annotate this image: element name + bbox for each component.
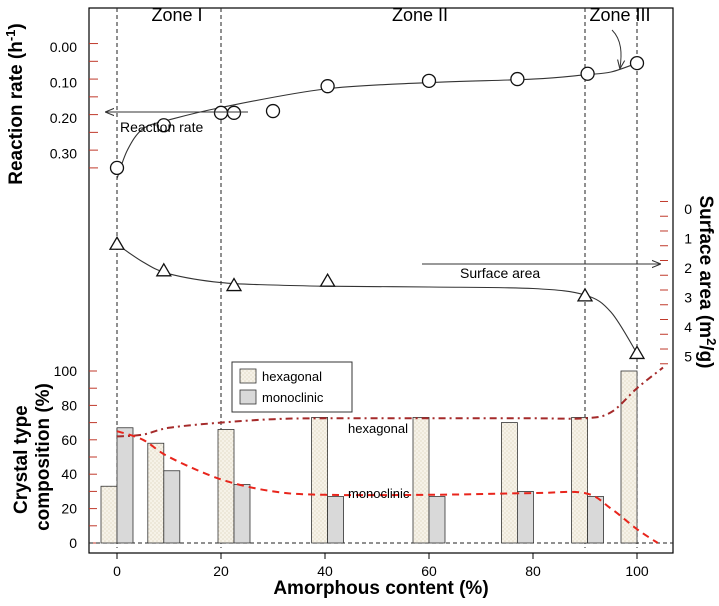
reaction-rate-point	[629, 55, 645, 71]
crystal-composition-axis: 0 20 40 60 80 100	[54, 363, 97, 551]
hexagonal-bar	[217, 429, 235, 544]
hexagonal-bar	[412, 417, 430, 544]
surface-area-point	[155, 262, 172, 277]
hexagonal-bar	[500, 422, 518, 544]
surface-area-point	[225, 277, 243, 292]
x-tick-label: 60	[421, 563, 437, 579]
hexagonal-curve-label: hexagonal	[348, 421, 408, 436]
legend-label-monoclinic: monoclinic	[262, 390, 324, 405]
hexagonal-bar	[100, 485, 118, 544]
monoclinic-bar	[517, 490, 534, 544]
zone-label: Zone I	[151, 5, 202, 25]
crystal-composition-tick-label: 0	[69, 535, 77, 551]
crystal-composition-tick-label: 60	[61, 432, 77, 448]
reaction-rate-point	[156, 118, 171, 133]
monoclinic-bar	[233, 484, 251, 544]
x-tick-label: 40	[317, 563, 333, 579]
zone-label: Zone II	[392, 5, 448, 25]
composition-bars	[100, 370, 638, 544]
surface-area-point	[576, 287, 594, 302]
reaction-rate-point	[421, 73, 437, 89]
x-tick-label: 0	[113, 563, 121, 579]
monoclinic-bar	[428, 496, 446, 544]
surface-area-point	[108, 235, 126, 250]
legend: hexagonal monoclinic	[231, 361, 353, 413]
x-tick-label: 100	[625, 563, 649, 579]
reaction-rate-tick-label: 0.30	[50, 146, 77, 162]
monoclinic-bar	[163, 470, 181, 544]
crystal-composition-tick-label: 80	[61, 397, 77, 413]
x-axis-title: Amorphous content (%)	[273, 578, 488, 599]
hexagonal-bar	[620, 370, 638, 544]
zone-label: Zone III	[589, 5, 650, 25]
reaction-rate-axis-title: Reaction rate (h-1)	[3, 23, 28, 184]
reaction-rate-axis: 0.00 0.10 0.20 0.30	[50, 39, 98, 169]
monoclinic-curve-label: monoclinic	[348, 486, 410, 501]
surface-area-axis: 0 1 2 3 4 5	[660, 201, 692, 364]
surface-area-point	[628, 345, 646, 360]
plot-frame	[88, 7, 674, 554]
x-axis: 0 20 40 60 80 100	[113, 553, 649, 579]
monoclinic-bar	[587, 496, 604, 544]
crystal-axis-title-line1: Crystal type	[11, 405, 32, 514]
monoclinic-bar	[116, 427, 134, 544]
reaction-rate-tick-label: 0.00	[50, 39, 77, 55]
crystal-composition-tick-label: 20	[61, 501, 77, 517]
surface-area-tick-label: 3	[684, 289, 692, 305]
hexagonal-bar	[147, 442, 165, 544]
reaction-rate-point	[320, 79, 335, 94]
zone-lines	[116, 8, 638, 548]
reaction-rate-point	[265, 103, 281, 119]
crystal-composition-tick-label: 100	[54, 363, 78, 379]
x-tick-label: 20	[213, 563, 229, 579]
reaction-rate-tick-label: 0.10	[50, 75, 77, 91]
x-tick-label: 80	[525, 563, 541, 579]
zone-labels: Zone I Zone II Zone III	[151, 5, 650, 25]
surface-area-curve	[116, 243, 638, 354]
hexagonal-bar	[311, 417, 329, 544]
reaction-rate-points	[109, 55, 645, 176]
reaction-rate-tick-label: 0.20	[50, 110, 77, 126]
legend-label-hexagonal: hexagonal	[262, 369, 322, 384]
reaction-rate-point	[226, 105, 242, 120]
reaction-rate-point	[109, 160, 125, 176]
hexagonal-bar	[571, 417, 588, 544]
crystal-axis-title-line2: composition (%)	[33, 383, 54, 531]
surface-area-points	[108, 235, 646, 360]
reaction-rate-point	[510, 71, 525, 87]
reaction-rate-point	[580, 66, 595, 81]
surface-area-tick-label: 2	[684, 260, 692, 276]
monoclinic-bar	[327, 496, 345, 544]
crystal-composition-tick-label: 40	[61, 466, 77, 482]
surface-area-tick-label: 0	[684, 201, 692, 217]
surface-area-tick-label: 1	[684, 230, 692, 246]
reaction-rate-point	[213, 105, 229, 120]
surface-area-tick-label: 5	[684, 348, 692, 364]
surface-area-point	[319, 272, 336, 287]
legend-swatch-hexagonal	[239, 368, 257, 384]
legend-swatch-monoclinic	[239, 389, 257, 405]
surface-area-axis-title: Surface area (m2/g)	[695, 195, 719, 368]
hexagonal-trend-line	[116, 366, 664, 438]
surface-area-annotation: Surface area	[460, 265, 540, 281]
crystal-composition-axis-title: Crystal type composition (%)	[11, 383, 54, 531]
zone-iii-pointer-arrow	[611, 29, 621, 68]
reaction-rate-annotation: Reaction rate	[120, 119, 203, 135]
surface-area-tick-label: 4	[684, 319, 692, 335]
